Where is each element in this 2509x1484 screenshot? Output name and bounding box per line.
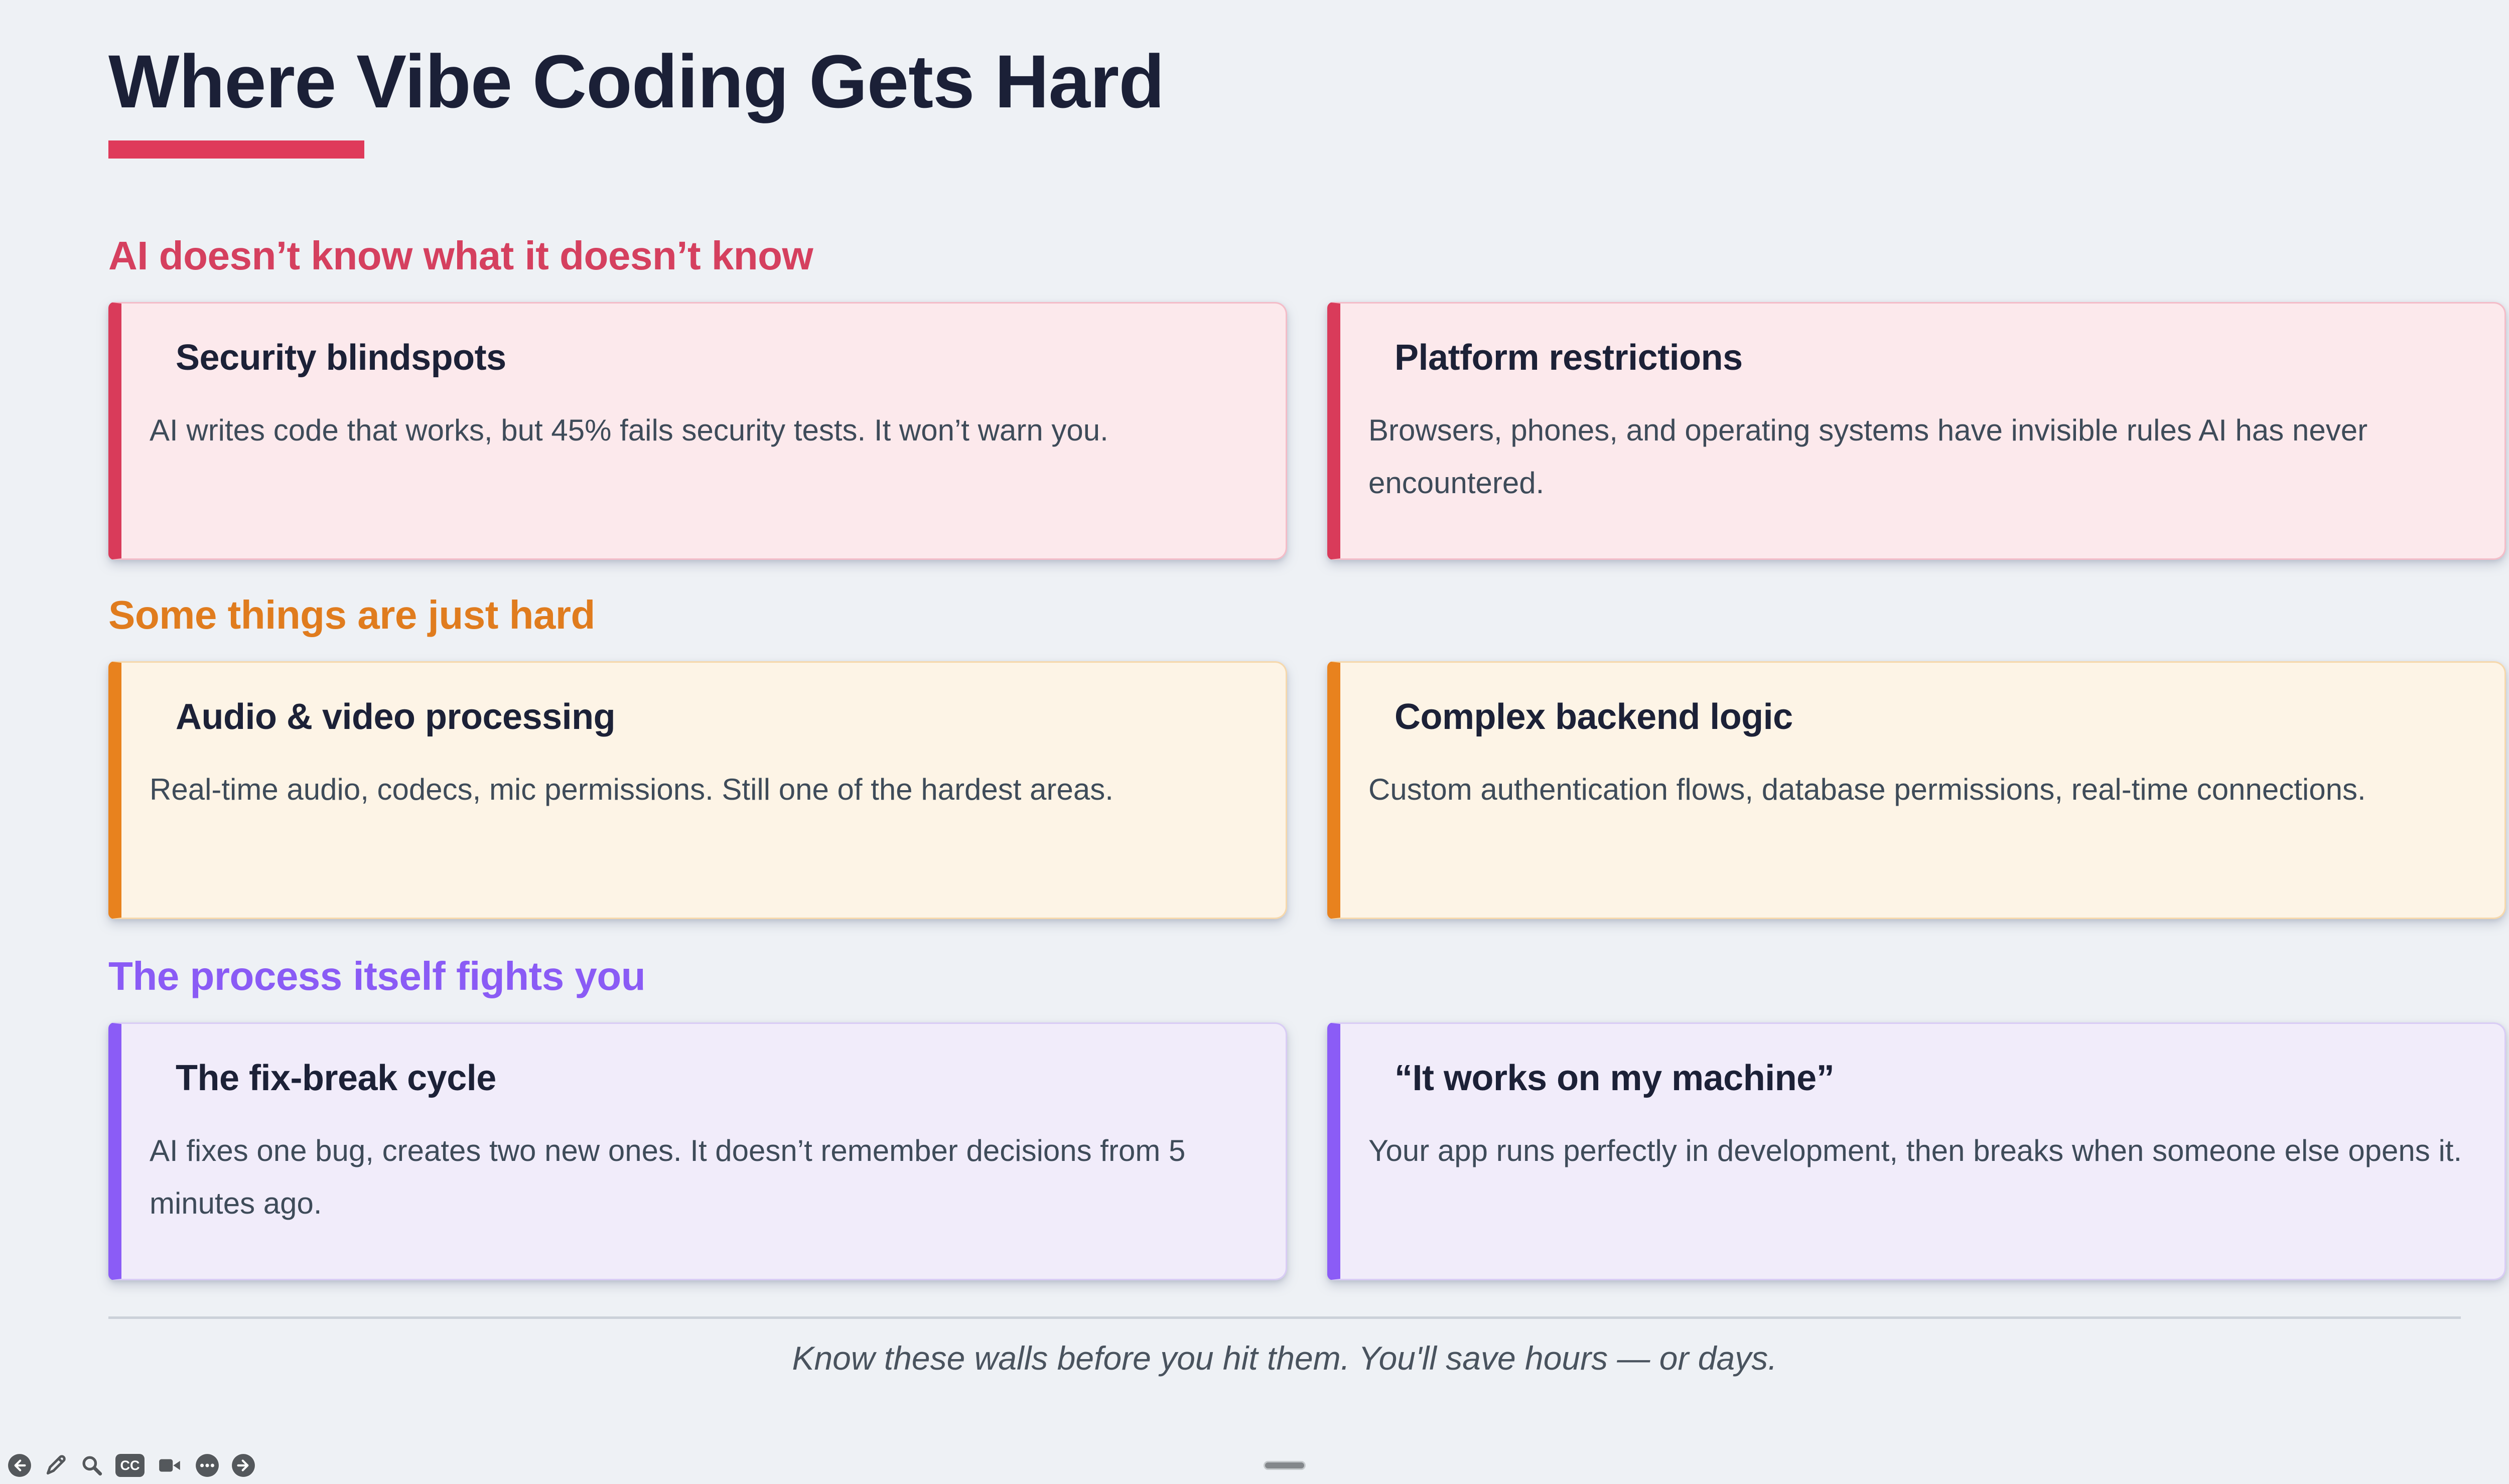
title-underline-accent — [108, 140, 364, 159]
next-slide-icon[interactable] — [231, 1453, 256, 1478]
presenter-toolbar: CC — [7, 1453, 256, 1478]
magnifier-icon[interactable] — [79, 1453, 104, 1478]
section-heading: Some things are just hard — [108, 592, 595, 637]
card-title: “It works on my machine” — [1395, 1058, 1835, 1098]
section-process-fights-you: The process itself fights you The fix-br… — [0, 952, 2509, 1280]
card-row: The fix-break cycle AI fixes one bug, cr… — [0, 1022, 2509, 1280]
footer-divider — [108, 1316, 2461, 1319]
card-title: The fix-break cycle — [176, 1058, 496, 1098]
pen-icon[interactable] — [43, 1453, 68, 1478]
previous-slide-icon[interactable] — [7, 1453, 32, 1478]
footer-note: Know these walls before you hit them. Yo… — [792, 1340, 1777, 1377]
card-row: Security blindspots AI writes code that … — [0, 302, 2509, 560]
section-ai-doesnt-know: AI doesn’t know what it doesn’t know Sec… — [0, 232, 2509, 560]
card-body: AI fixes one bug, creates two new ones. … — [150, 1133, 1186, 1220]
closed-captions-icon[interactable]: CC — [115, 1454, 145, 1477]
card-platform-restrictions: Platform restrictions Browsers, phones, … — [1327, 302, 2506, 560]
card-body: AI writes code that works, but 45% fails… — [150, 413, 1108, 447]
more-options-icon[interactable] — [195, 1453, 220, 1478]
card-body: Browsers, phones, and operating systems … — [1368, 413, 2368, 500]
card-row: Audio & video processing Real-time audio… — [0, 661, 2509, 919]
section-heading: AI doesn’t know what it doesn’t know — [108, 233, 813, 278]
card-title: Security blindspots — [176, 338, 506, 378]
card-body: Real-time audio, codecs, mic permissions… — [150, 772, 1113, 806]
card-fix-break-cycle: The fix-break cycle AI fixes one bug, cr… — [108, 1022, 1287, 1280]
section-heading: The process itself fights you — [108, 954, 646, 998]
card-complex-backend: Complex backend logic Custom authenticat… — [1327, 661, 2506, 919]
card-security-blindspots: Security blindspots AI writes code that … — [108, 302, 1287, 560]
card-works-on-my-machine: “It works on my machine” Your app runs p… — [1327, 1022, 2506, 1280]
dock-handle-pill[interactable] — [1264, 1461, 1306, 1470]
camera-icon[interactable] — [156, 1453, 184, 1478]
section-some-things-hard: Some things are just hard Audio & video … — [0, 591, 2509, 919]
card-title: Platform restrictions — [1395, 338, 1743, 378]
card-body: Custom authentication flows, database pe… — [1368, 772, 2366, 806]
card-body: Your app runs perfectly in development, … — [1368, 1133, 2462, 1167]
card-audio-video: Audio & video processing Real-time audio… — [108, 661, 1287, 919]
card-title: Audio & video processing — [176, 697, 616, 737]
presentation-slide: Where Vibe Coding Gets Hard AI doesn’t k… — [0, 39, 2509, 1484]
slide-title: Where Vibe Coding Gets Hard — [108, 39, 1165, 123]
card-title: Complex backend logic — [1395, 697, 1793, 737]
